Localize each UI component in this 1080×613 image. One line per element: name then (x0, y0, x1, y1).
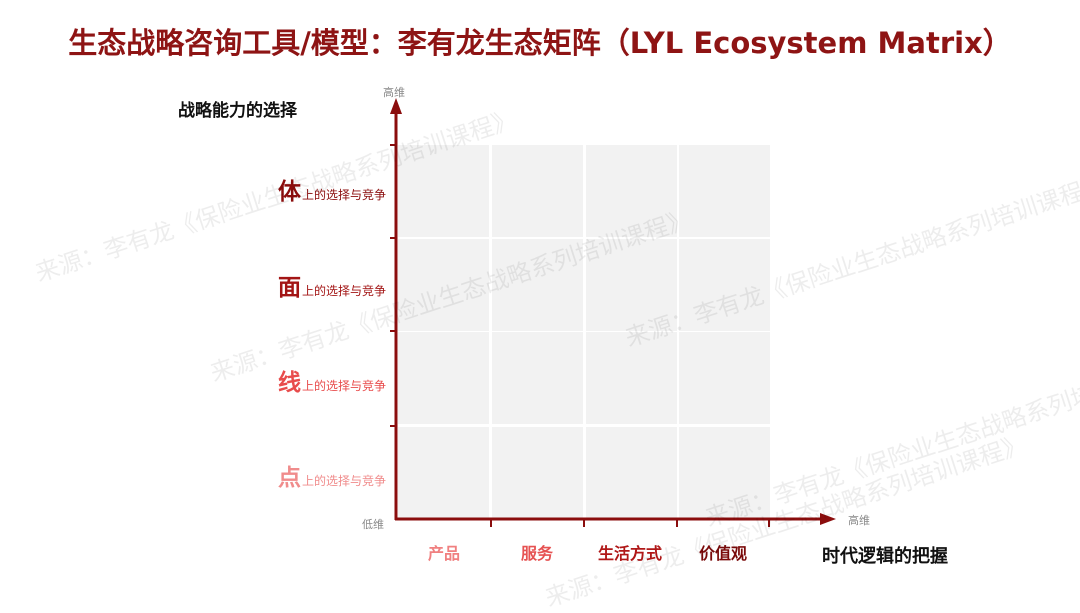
matrix-cell (586, 332, 677, 424)
y-axis-arrow-icon (390, 98, 402, 114)
row-suffix: 上的选择与竞争 (301, 284, 386, 298)
matrix-cell (398, 239, 489, 331)
matrix-cell (398, 427, 489, 519)
row-label: 体上的选择与竞争 (278, 172, 386, 206)
row-suffix: 上的选择与竞争 (301, 379, 386, 393)
y-axis-low-label: 低维 (362, 518, 384, 531)
matrix-cell (679, 427, 770, 519)
row-key: 面 (277, 275, 301, 301)
matrix-cell (586, 427, 677, 519)
row-suffix: 上的选择与竞争 (301, 474, 386, 488)
row-suffix: 上的选择与竞争 (301, 188, 386, 202)
column-label: 服务 (520, 544, 553, 563)
matrix-cell (398, 145, 489, 237)
row-key: 点 (277, 465, 301, 491)
matrix-cell (398, 332, 489, 424)
matrix-cell (679, 332, 770, 424)
matrix-cell (492, 332, 583, 424)
matrix-cell (492, 145, 583, 237)
matrix-cell (586, 239, 677, 331)
matrix-cell (586, 145, 677, 237)
matrix-cell (492, 427, 583, 519)
row-key: 体 (277, 179, 301, 205)
matrix-cell (492, 239, 583, 331)
matrix-cell (679, 145, 770, 237)
matrix-cell (679, 239, 770, 331)
y-axis-high-label: 高维 (383, 86, 405, 99)
row-label: 面上的选择与竞争 (278, 268, 386, 302)
x-axis-arrow-icon (820, 513, 836, 525)
row-key: 线 (277, 370, 301, 396)
column-label: 产品 (427, 544, 460, 563)
column-label: 生活方式 (597, 544, 662, 563)
x-axis-high-label: 高维 (848, 514, 870, 527)
row-label: 线上的选择与竞争 (278, 363, 386, 397)
x-axis-label: 时代逻辑的把握 (822, 546, 948, 567)
page-title: 生态战略咨询工具/模型：李有龙生态矩阵（LYL Ecosystem Matrix… (68, 26, 1012, 60)
row-label: 点上的选择与竞争 (278, 458, 386, 492)
y-axis-label: 战略能力的选择 (178, 101, 297, 121)
column-label: 价值观 (698, 544, 747, 563)
